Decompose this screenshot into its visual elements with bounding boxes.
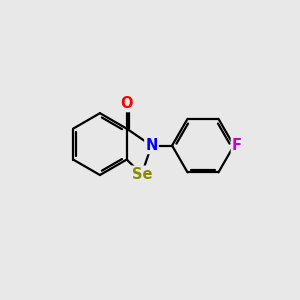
Text: Se: Se bbox=[131, 167, 152, 182]
Text: F: F bbox=[232, 138, 242, 153]
Text: O: O bbox=[121, 96, 133, 111]
Text: N: N bbox=[145, 138, 158, 153]
